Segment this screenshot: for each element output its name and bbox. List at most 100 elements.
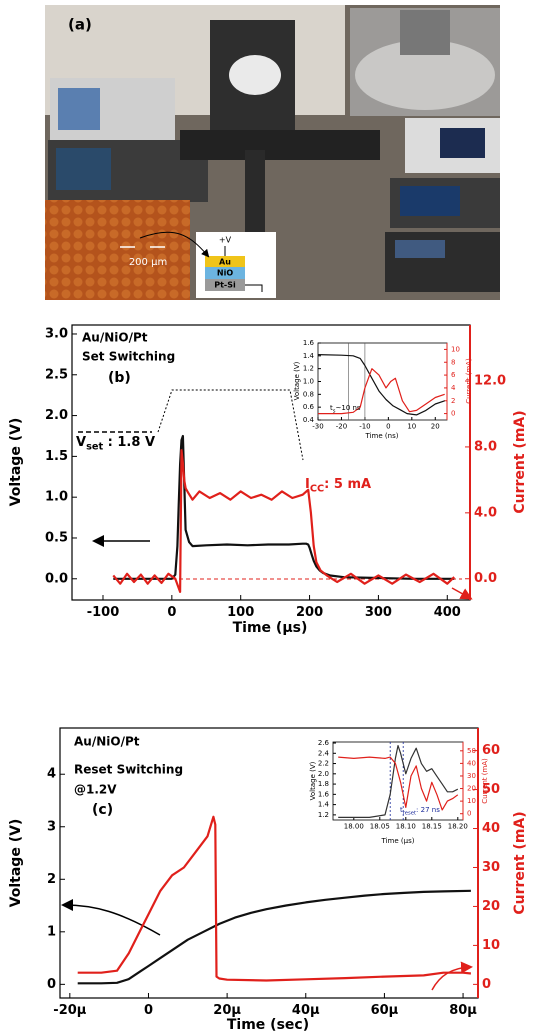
annotation-sub: set (86, 442, 103, 453)
y2-tick-label: 40 (467, 759, 476, 767)
y-tick-label: 2 (47, 872, 56, 887)
y2-tick-label: 0 (467, 810, 471, 818)
x-tick-label: 40μ (292, 1003, 320, 1018)
y2-tick-label: 0 (451, 410, 455, 418)
y-tick-label: 1.5 (45, 449, 68, 464)
chart-note: @1.2V (74, 783, 117, 797)
y-tick-label: 1.2 (303, 365, 314, 373)
y2-tick-label: 10 (451, 345, 460, 353)
y-tick-label: 2.2 (318, 760, 329, 768)
y-tick-label: 4 (47, 767, 56, 782)
y-tick-label: 0 (47, 977, 56, 992)
x-tick-label: 18.05 (370, 823, 390, 831)
x-axis-label: Time (μs) (233, 620, 308, 636)
y2-tick-label: 20 (482, 899, 500, 914)
annotation: Vset : 1.8 V (76, 435, 155, 453)
annotation-text: t (330, 404, 333, 412)
series-line (113, 434, 455, 580)
y-tick-label: 3 (47, 819, 56, 834)
scale-bar-label: 200 μm (129, 257, 167, 268)
stack-label: Pt-Si (214, 281, 236, 290)
y2-tick-label: 12.0 (474, 374, 506, 389)
photo: (a) 200 μm +V Au NiO Pt-Si (45, 5, 500, 300)
x-axis-label: Time (ns) (365, 432, 399, 440)
y2-tick-label: 10 (482, 938, 500, 953)
x-tick-label: 0 (144, 1003, 153, 1018)
annotation-rest: : 27 ns (416, 806, 440, 814)
chart-subtitle: Set Switching (82, 350, 175, 364)
y-tick-label: 1 (47, 924, 56, 939)
annotation-lines (61, 389, 473, 991)
annotation-rest: : 1.8 V (103, 435, 155, 450)
x-tick-label: 20 (431, 423, 440, 431)
x-tick-label: -20μ (53, 1003, 86, 1018)
y-tick-label: 0.6 (303, 403, 315, 411)
series-line (338, 756, 459, 811)
annotation-text: V (76, 435, 86, 450)
x-tick-label: -100 (87, 605, 120, 620)
y-tick-label: 1.4 (303, 352, 315, 360)
y-tick-label: 1.0 (45, 490, 68, 505)
x-tick-label: 100 (227, 605, 254, 620)
y2-tick-label: 10 (467, 797, 476, 805)
stack-label: Au (219, 258, 231, 267)
y2-axis-label: Current (mA) (512, 410, 528, 513)
y2-tick-label: 50 (482, 782, 500, 797)
y2-tick-label: 20 (467, 785, 476, 793)
y2-tick-label: 6 (451, 371, 456, 379)
y-tick-label: 2.6 (318, 739, 330, 747)
x-tick-label: -10 (359, 423, 370, 431)
annotation-sub: CC (310, 484, 324, 495)
annotation-rest: ~10 ns (336, 404, 361, 412)
x-tick-label: 18.15 (422, 823, 442, 831)
y2-tick-label: 8 (451, 358, 455, 366)
x-axis-label: Time (sec) (227, 1017, 309, 1033)
y2-axis-label: Current (mA) (512, 811, 528, 914)
y-tick-label: 1.8 (318, 780, 329, 788)
y-tick-label: 1.0 (303, 378, 314, 386)
x-tick-label: 400 (434, 605, 461, 620)
panel-label: (a) (68, 16, 92, 34)
annotation-rest: : 5 mA (324, 477, 371, 492)
y-tick-label: 2.4 (318, 749, 330, 757)
y-tick-label: 2.0 (318, 770, 329, 778)
series-line (318, 368, 445, 415)
y2-tick-label: 50 (467, 747, 476, 755)
y-axis-label: Voltage (V) (293, 361, 301, 400)
y2-tick-label: 30 (467, 772, 476, 780)
x-tick-label: -20 (336, 423, 347, 431)
y2-tick-label: 4 (451, 384, 456, 392)
annotation-sub: s (333, 408, 336, 414)
inset-chart: 18.00 18.05 18.10 18.15 18.20 1.2 1.4 1.6 1.8 2.0… (309, 739, 489, 845)
x-tick-label: 60μ (371, 1003, 399, 1018)
annotation-sub: reset (403, 810, 416, 816)
y2-tick-label: 40 (482, 821, 500, 836)
y2-tick-label: 0.0 (474, 571, 497, 586)
series-line (77, 889, 471, 985)
chart: -100 0 100 200 300 4000.00.51.01.52.02.53.00.… (8, 324, 528, 636)
x-tick-label: 0 (167, 605, 176, 620)
x-tick-label: 300 (365, 605, 392, 620)
chart: -20μ 0 20μ 40μ 60μ 80μ012340102030405060Time … (8, 727, 528, 1033)
chart-panel: (b) (108, 370, 131, 386)
y-axis-label: Voltage (V) (8, 819, 24, 908)
y-tick-label: 3.0 (45, 326, 68, 341)
annotation-text: t (400, 806, 403, 814)
y2-tick-label: 8.0 (474, 439, 497, 454)
chart-title: Au/NiO/Pt (82, 331, 148, 345)
x-tick-label: 18.20 (448, 823, 468, 831)
y-tick-label: 1.4 (318, 801, 330, 809)
chart-panel: (c) (92, 802, 113, 818)
y-tick-label: 0.8 (303, 390, 314, 398)
x-axis-label: Time (μs) (381, 837, 415, 845)
y-tick-label: 0.4 (303, 416, 315, 424)
y-axis-label: Voltage (V) (309, 761, 317, 800)
x-tick-label: -30 (312, 423, 323, 431)
y-tick-label: 1.6 (318, 790, 330, 798)
series-line (77, 815, 472, 982)
x-tick-label: 18.10 (396, 823, 416, 831)
chart-title: Au/NiO/Pt (74, 735, 140, 749)
x-tick-label: 80μ (449, 1003, 477, 1018)
stack-label: +V (219, 236, 232, 245)
